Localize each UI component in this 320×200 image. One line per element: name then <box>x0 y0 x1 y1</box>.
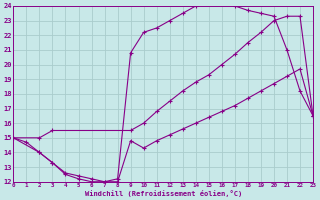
X-axis label: Windchill (Refroidissement éolien,°C): Windchill (Refroidissement éolien,°C) <box>84 190 242 197</box>
